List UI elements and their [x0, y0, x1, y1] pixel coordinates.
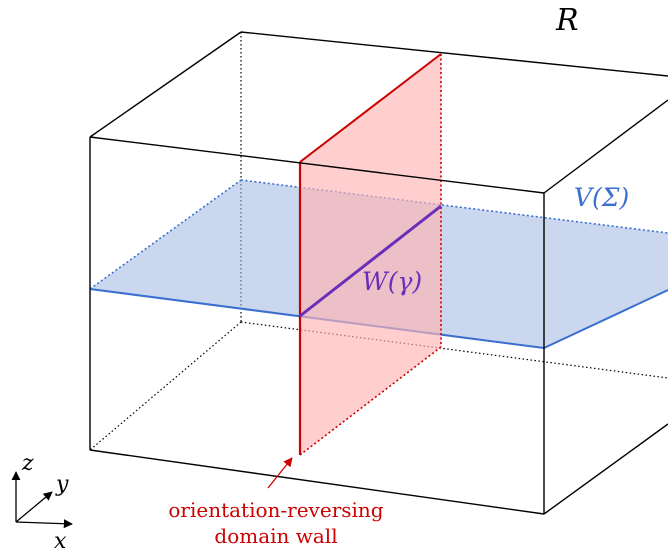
y-axis-label: y [55, 472, 69, 497]
z-axis-label: z [21, 451, 34, 476]
surface-operator-label: V(Σ) [574, 183, 629, 212]
region-label: R [555, 3, 579, 38]
line-operator [299, 204, 442, 318]
box-edge-bottom-front [89, 449, 545, 515]
x-axis-label: x [54, 529, 67, 552]
wall-caption-arrow [267, 457, 293, 489]
box-edge-bottom-right [543, 423, 668, 515]
wall-caption-line-2: domain wall [214, 524, 337, 548]
box-edge-top-right [543, 99, 668, 194]
line-operator-label: W(γ) [362, 267, 422, 296]
domain-wall [298, 53, 442, 456]
domain-wall-fill [300, 54, 441, 455]
surface-plane-right-edge [543, 289, 668, 349]
box-edge-top-front [89, 136, 545, 194]
domain-wall-top-edge [299, 53, 442, 163]
wall-caption-line-1: orientation-reversing [168, 498, 383, 522]
box-edge-top-back [240, 31, 668, 77]
box-edge-top-left [89, 31, 242, 138]
visible-box-edges [89, 31, 668, 515]
y-axis-arrow [15, 491, 53, 523]
axes-triad: z y x [11, 451, 73, 552]
hidden-edge-back-bottom-left [89, 321, 242, 451]
x-axis-arrow [15, 519, 73, 529]
hidden-box-edges [89, 32, 668, 451]
